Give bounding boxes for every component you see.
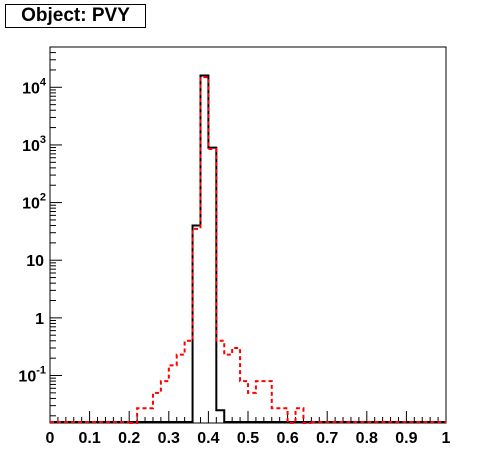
y-tick-label: 1 xyxy=(35,311,44,328)
x-tick-label: 0.6 xyxy=(276,430,298,447)
x-tick-label: 0 xyxy=(46,430,55,447)
y-tick-label: 10-1 xyxy=(18,365,46,386)
series-layer xyxy=(50,74,446,424)
x-tick-label: 1 xyxy=(442,430,451,447)
x-axis: 0 0.1 0.2 0.3 0.4 0.5 0.6 0.7 0.8 0.9 1 xyxy=(46,411,451,447)
x-tick-label: 0.3 xyxy=(158,430,180,447)
y-tick-label: 103 xyxy=(22,134,46,155)
plot-frame xyxy=(49,46,447,424)
x-tick-label: 0.4 xyxy=(197,430,219,447)
y-tick-label: 10 xyxy=(26,253,44,270)
chart-title: Object: PVY xyxy=(5,4,146,28)
x-tick-label: 0.2 xyxy=(118,430,140,447)
histogram-series-2 xyxy=(129,76,312,424)
x-tick-label: 0.1 xyxy=(78,430,100,447)
histogram-series-1 xyxy=(191,74,226,423)
y-tick-label: 102 xyxy=(22,192,46,213)
x-tick-label: 0.5 xyxy=(237,430,259,447)
x-tick-label: 0.9 xyxy=(395,430,417,447)
y-tick-label: 104 xyxy=(22,76,47,97)
x-tick-label: 0.7 xyxy=(316,430,338,447)
y-axis: 10-1 1 10 102 103 104 xyxy=(18,46,62,417)
x-tick-label: 0.8 xyxy=(356,430,378,447)
